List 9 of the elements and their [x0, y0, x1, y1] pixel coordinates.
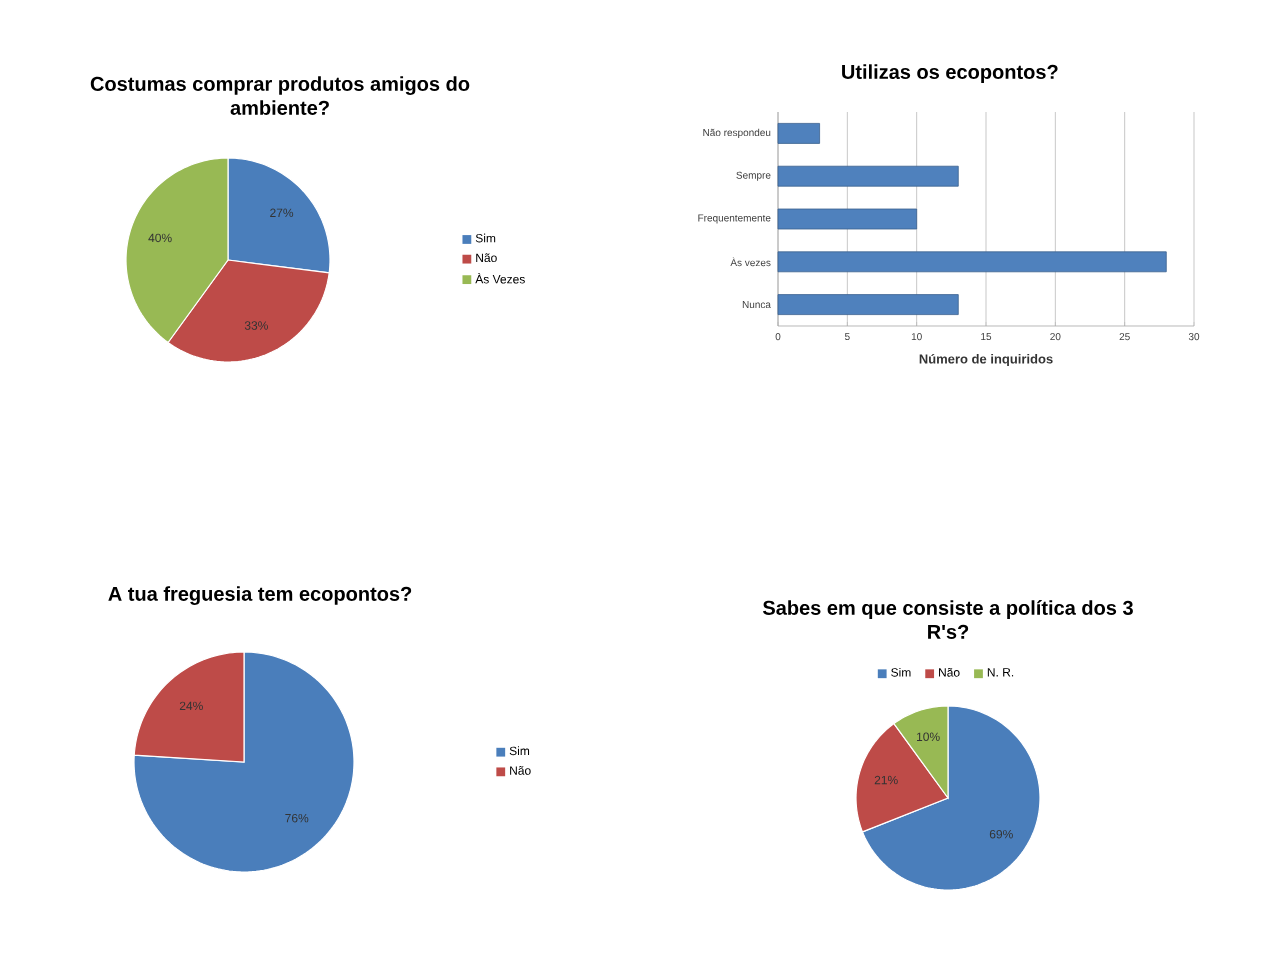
chart-title: Costumas comprar produtos amigos do ambiente?	[90, 76, 470, 115]
bar	[777, 123, 821, 144]
chart-title: A tua freguesia tem ecopontos?	[108, 586, 412, 605]
bar	[777, 251, 1167, 273]
chart-title: Utilizas os ecopontos?	[842, 64, 1058, 83]
bar	[777, 208, 918, 230]
bar	[777, 165, 959, 187]
chart-title: Sabes em que consiste a política dos 3 R's?	[762, 600, 1133, 639]
bar	[777, 294, 959, 315]
